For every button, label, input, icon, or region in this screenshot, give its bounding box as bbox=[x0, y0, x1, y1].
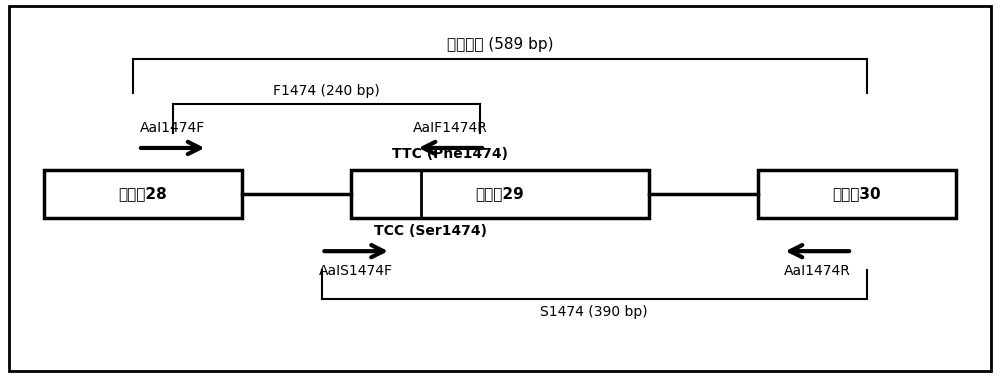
Text: AaIF1474R: AaIF1474R bbox=[413, 121, 488, 135]
Text: 对照条带 (589 bp): 对照条带 (589 bp) bbox=[447, 37, 553, 52]
Text: AaI1474F: AaI1474F bbox=[140, 121, 205, 135]
FancyBboxPatch shape bbox=[9, 6, 991, 371]
Text: 外显子29: 外显子29 bbox=[476, 187, 524, 202]
Text: F1474 (240 bp): F1474 (240 bp) bbox=[273, 84, 380, 98]
Text: TCC (Ser1474): TCC (Ser1474) bbox=[374, 224, 487, 238]
FancyBboxPatch shape bbox=[44, 170, 242, 218]
FancyBboxPatch shape bbox=[758, 170, 956, 218]
Text: 外显子30: 外显子30 bbox=[833, 187, 881, 202]
Text: AaIS1474F: AaIS1474F bbox=[319, 264, 393, 278]
Text: TTC (Phe1474): TTC (Phe1474) bbox=[392, 147, 508, 161]
Text: S1474 (390 bp): S1474 (390 bp) bbox=[540, 305, 648, 319]
Text: AaI1474R: AaI1474R bbox=[784, 264, 851, 278]
FancyBboxPatch shape bbox=[351, 170, 649, 218]
Text: 外显子28: 外显子28 bbox=[119, 187, 167, 202]
